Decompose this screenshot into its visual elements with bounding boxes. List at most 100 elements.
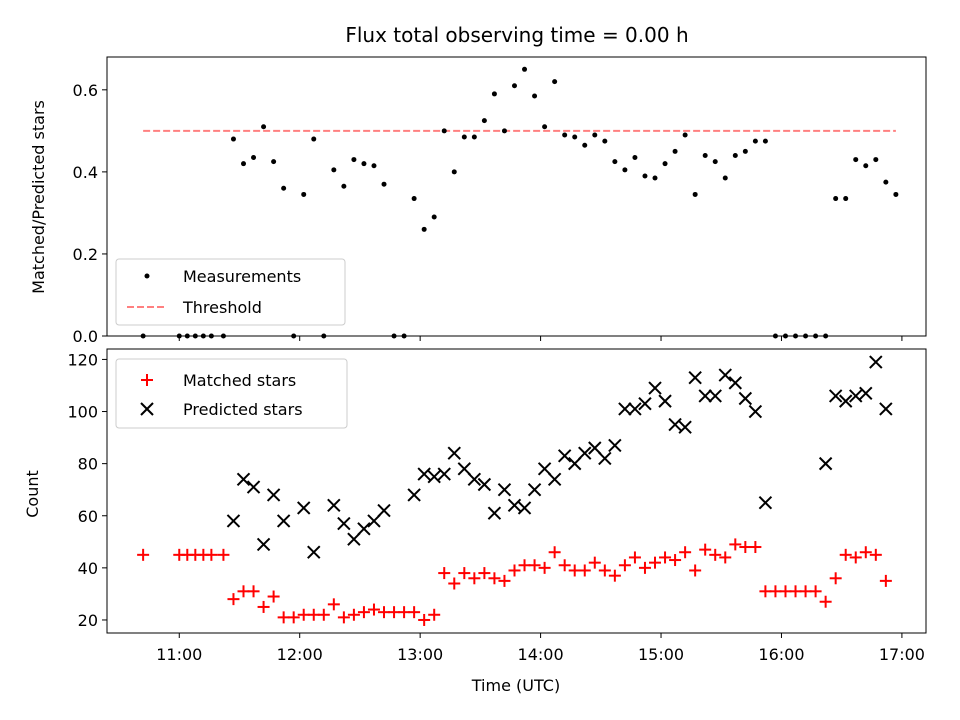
top-chart-title: Flux total observing time = 0.00 h [345, 23, 688, 47]
predicted-star-point [337, 516, 351, 531]
matched-star-point [418, 613, 431, 626]
predicted-star-point [568, 456, 582, 471]
predicted-star-point [467, 472, 482, 486]
predicted-star-point [497, 482, 512, 497]
matched-star-point [488, 572, 501, 585]
matched-star-point [669, 554, 682, 567]
matched-star-point [227, 593, 240, 606]
matched-star-point [638, 561, 651, 574]
bottom-x-tick-label: 13:00 [397, 645, 443, 664]
predicted-star-point [487, 506, 502, 520]
measurement-point [622, 167, 628, 173]
measurement-point [582, 142, 588, 148]
measurement-point [421, 226, 427, 232]
predicted-star-point [407, 488, 421, 502]
matched-star-point [759, 585, 772, 598]
bottom-legend-box [115, 358, 348, 429]
matched-star-point [398, 606, 411, 619]
bottom-x-tick-label: 11:00 [156, 645, 202, 664]
measurement-point [431, 214, 437, 220]
top-legend-box [115, 258, 346, 326]
measurement-point [261, 124, 267, 130]
top-x-ticks [178, 336, 903, 341]
matched-star-point [769, 585, 782, 598]
measurement-point [833, 196, 839, 202]
predicted-star-point [698, 389, 712, 403]
bottom-y-ticks: 20 40 60 80 100 120 [67, 350, 107, 630]
matched-star-point [578, 564, 591, 577]
legend-threshold-label: Threshold [182, 298, 262, 317]
predicted-star-point [417, 467, 431, 481]
matched-star-point [337, 611, 350, 624]
predicted-star-point [608, 438, 622, 453]
matched-star-point [618, 559, 631, 572]
predicted-star-point [578, 446, 592, 460]
matched-star-point [388, 606, 401, 619]
matched-star-point [478, 567, 491, 580]
measurement-point [752, 138, 758, 144]
predicted-star-point [557, 449, 572, 463]
measurement-point [632, 155, 638, 161]
legend-matched-marker [141, 374, 153, 386]
matched-star-point [448, 577, 461, 590]
bottom-y-tick-label: 40 [78, 559, 98, 578]
measurement-point [692, 191, 698, 197]
measurement-point [602, 138, 608, 144]
matched-star-point [719, 551, 732, 564]
measurement-point [762, 138, 768, 144]
bottom-x-tick-label: 15:00 [638, 645, 684, 664]
measurement-point [542, 124, 548, 130]
measurement-point [863, 163, 869, 169]
matched-star-point [458, 567, 471, 580]
predicted-star-point [276, 514, 291, 528]
matched-star-point [749, 541, 762, 554]
matched-star-point [205, 548, 218, 561]
bottom-y-tick-label: 60 [78, 507, 98, 526]
bottom-legend: Matched stars Predicted stars [115, 358, 348, 429]
measurement-point [843, 196, 849, 202]
measurement-point [883, 179, 889, 185]
predicted-star-point [427, 469, 441, 484]
measurement-point [441, 128, 447, 134]
measurement-point [371, 163, 377, 169]
matched-star-point [659, 551, 672, 564]
predicted-star-point [668, 417, 682, 432]
measurement-point [652, 175, 658, 181]
matched-star-point [508, 564, 521, 577]
matched-star-point [799, 585, 812, 598]
bottom-y-axis-label: Count [23, 470, 42, 518]
top-panel: Flux total observing time = 0.00 h 0.0 0.… [29, 23, 927, 346]
top-y-tick-label: 0.0 [73, 327, 98, 346]
measurement-point [281, 185, 287, 191]
measurement-point [722, 175, 728, 181]
measurement-point [712, 159, 718, 165]
predicted-star-point [728, 376, 743, 390]
matched-star-point [779, 585, 792, 598]
matched-star-point [709, 548, 722, 561]
predicted-star-point [347, 532, 361, 546]
bottom-plot-area [137, 355, 893, 626]
top-plot-area [140, 66, 899, 339]
bottom-y-tick-label: 20 [78, 611, 98, 630]
predicted-star-point [648, 381, 662, 395]
legend-predicted-marker [140, 402, 154, 416]
matched-star-point [649, 556, 662, 569]
legend-matched-label: Matched stars [183, 371, 296, 390]
measurement-point [511, 83, 517, 89]
measurement-point [562, 132, 568, 138]
measurement-point [311, 136, 317, 142]
measurement-point [451, 169, 457, 175]
top-legend: Measurements Threshold [115, 258, 346, 326]
matched-star-point [679, 546, 692, 559]
bottom-x-tick-label: 12:00 [277, 645, 323, 664]
top-y-tick-label: 0.4 [73, 163, 98, 182]
measurement-point [662, 161, 668, 167]
matched-star-point [317, 608, 330, 621]
predicted-star-point [256, 537, 271, 552]
bottom-axes-frame [106, 348, 927, 634]
measurement-point [351, 157, 357, 163]
measurement-point [501, 128, 507, 134]
predicted-star-point [437, 467, 451, 481]
predicted-star-point [849, 389, 863, 403]
measurement-point [572, 134, 578, 140]
